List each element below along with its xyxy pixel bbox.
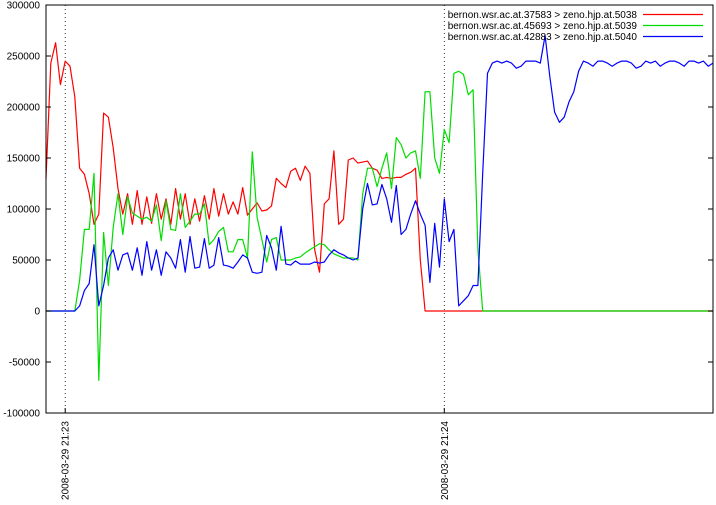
- legend: bernon.wsr.ac.at.37583 > zeno.hjp.at.503…: [448, 10, 703, 43]
- legend-label-3: bernon.wsr.ac.at.42883 > zeno.hjp.at.504…: [448, 32, 638, 43]
- y-tick-label: -50000: [9, 358, 41, 369]
- y-tick-label: 0: [34, 307, 40, 318]
- y-tick-label: 300000: [7, 1, 41, 12]
- grid-lines: [64, 5, 445, 413]
- legend-label-2: bernon.wsr.ac.at.45693 > zeno.hjp.at.503…: [448, 21, 638, 32]
- x-axis: 2008-03-29 21:23 2008-03-29 21:24: [61, 408, 451, 500]
- y-tick-label: 200000: [7, 103, 41, 114]
- y-tick-label: 150000: [7, 154, 41, 165]
- y-tick-label: -100000: [3, 409, 40, 420]
- y-axis: -100000 -50000 0 50000 100000 150000 200000 250…: [3, 1, 713, 420]
- y-tick-label: 50000: [12, 256, 40, 267]
- series-layer: [45, 35, 714, 381]
- legend-label-1: bernon.wsr.ac.at.37583 > zeno.hjp.at.503…: [448, 10, 638, 21]
- y-tick-label: 100000: [7, 205, 41, 216]
- x-tick-label: 2008-03-29 21:24: [440, 421, 451, 500]
- series-line-2: [46, 70, 713, 381]
- x-tick-label: 2008-03-29 21:23: [61, 421, 72, 500]
- series-line-3: [46, 35, 714, 312]
- y-tick-label: 250000: [7, 52, 41, 63]
